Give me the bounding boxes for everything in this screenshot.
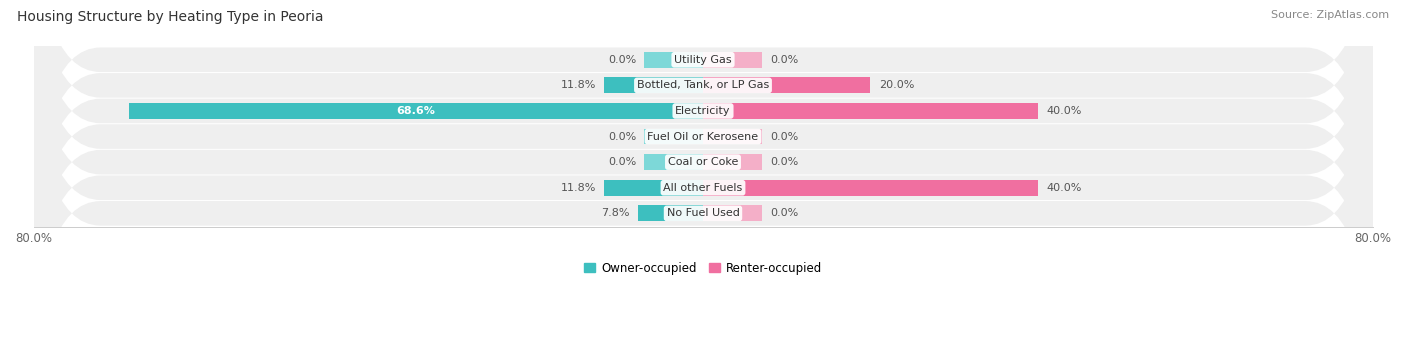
Bar	[605, 180, 703, 196]
Text: 0.0%: 0.0%	[607, 157, 636, 167]
Text: 0.0%: 0.0%	[770, 157, 799, 167]
Text: All other Fuels: All other Fuels	[664, 183, 742, 193]
Bar	[638, 205, 703, 221]
Text: 11.8%: 11.8%	[561, 183, 596, 193]
Text: Electricity: Electricity	[675, 106, 731, 116]
Bar	[644, 52, 703, 68]
Text: 40.0%: 40.0%	[1046, 183, 1081, 193]
Text: Fuel Oil or Kerosene: Fuel Oil or Kerosene	[647, 132, 759, 142]
Text: Bottled, Tank, or LP Gas: Bottled, Tank, or LP Gas	[637, 80, 769, 90]
Text: 68.6%: 68.6%	[396, 106, 436, 116]
FancyBboxPatch shape	[34, 0, 1372, 252]
Bar	[703, 129, 762, 145]
Bar	[129, 103, 703, 119]
Bar	[703, 205, 762, 221]
Text: Utility Gas: Utility Gas	[675, 55, 731, 65]
Text: Source: ZipAtlas.com: Source: ZipAtlas.com	[1271, 10, 1389, 20]
FancyBboxPatch shape	[34, 21, 1372, 341]
Text: Coal or Coke: Coal or Coke	[668, 157, 738, 167]
Text: 20.0%: 20.0%	[879, 80, 914, 90]
Legend: Owner-occupied, Renter-occupied: Owner-occupied, Renter-occupied	[579, 257, 827, 280]
Bar	[605, 77, 703, 93]
Text: 0.0%: 0.0%	[770, 132, 799, 142]
FancyBboxPatch shape	[34, 0, 1372, 341]
Text: No Fuel Used: No Fuel Used	[666, 208, 740, 218]
Text: 7.8%: 7.8%	[600, 208, 630, 218]
FancyBboxPatch shape	[34, 0, 1372, 341]
Text: 0.0%: 0.0%	[607, 55, 636, 65]
Bar	[703, 103, 1038, 119]
Bar	[644, 129, 703, 145]
Bar	[703, 180, 1038, 196]
FancyBboxPatch shape	[34, 0, 1372, 278]
Text: Housing Structure by Heating Type in Peoria: Housing Structure by Heating Type in Peo…	[17, 10, 323, 24]
FancyBboxPatch shape	[34, 0, 1372, 303]
FancyBboxPatch shape	[34, 0, 1372, 329]
Bar	[703, 52, 762, 68]
Bar	[703, 154, 762, 170]
Text: 40.0%: 40.0%	[1046, 106, 1081, 116]
Text: 0.0%: 0.0%	[770, 208, 799, 218]
Text: 11.8%: 11.8%	[561, 80, 596, 90]
Bar	[644, 154, 703, 170]
Bar	[703, 77, 870, 93]
Text: 0.0%: 0.0%	[770, 55, 799, 65]
Text: 0.0%: 0.0%	[607, 132, 636, 142]
